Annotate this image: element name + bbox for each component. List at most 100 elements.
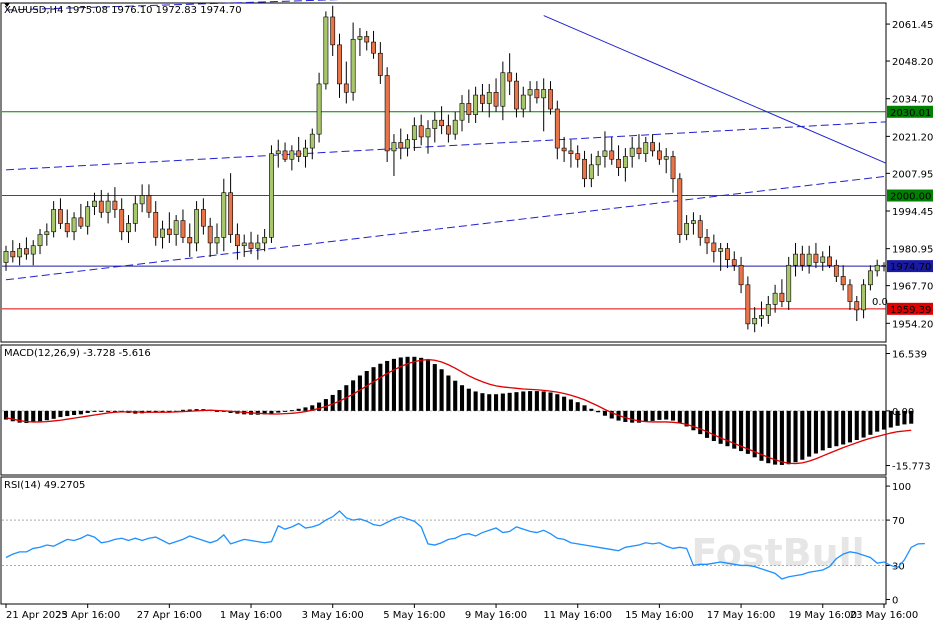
level-label-box — [887, 302, 933, 315]
macd-bar — [378, 363, 383, 411]
candle-bull — [684, 223, 690, 235]
macd-bar — [432, 364, 437, 411]
macd-bar — [106, 410, 111, 412]
macd-bar — [902, 410, 907, 425]
macd-bar — [793, 410, 798, 463]
candle-bear — [153, 211, 159, 238]
macd-bar — [541, 391, 546, 411]
candle-bull — [500, 72, 506, 107]
candle-bear — [799, 253, 805, 266]
candle-bull — [486, 91, 492, 104]
level-label-box — [887, 105, 933, 118]
macd-bar — [779, 410, 784, 465]
macd-bar — [521, 391, 526, 411]
candle-bear — [207, 225, 213, 244]
macd-bar — [630, 410, 635, 423]
candle-bear — [112, 200, 118, 210]
macd-bar — [78, 410, 83, 415]
candle-bull — [432, 119, 438, 129]
candle-bull — [289, 150, 295, 160]
macd-bar — [500, 393, 505, 411]
candle-bear — [711, 242, 717, 252]
candle-bear — [697, 220, 703, 238]
macd-bar — [548, 392, 553, 411]
macd-bar — [419, 357, 424, 411]
macd-panel-title: MACD(12,26,9) -3.728 -5.616 — [4, 348, 151, 359]
macd-bar — [582, 405, 587, 411]
macd-bar — [868, 410, 873, 435]
candle-bear — [445, 125, 451, 135]
candle-bear — [398, 142, 404, 149]
macd-bar — [398, 357, 403, 411]
level-label-1959.39: 1959.39 — [890, 305, 931, 316]
macd-bar — [310, 405, 315, 411]
macd-bar — [10, 410, 15, 422]
macd-bar — [187, 409, 192, 411]
candle-bull — [262, 237, 268, 244]
rsi-panel-title: RSI(14) 49.2705 — [4, 480, 85, 491]
candle-bull — [303, 147, 308, 157]
price-y-tick-label: 1967.70 — [892, 282, 933, 293]
macd-bar — [99, 410, 104, 412]
rsi-line — [5, 510, 925, 580]
macd-bar — [820, 410, 825, 451]
macd-y-tick-label: 16.539 — [892, 350, 927, 361]
macd-bar — [439, 369, 444, 411]
macd-bar — [405, 356, 410, 411]
macd-bar — [480, 393, 485, 411]
macd-bar — [732, 410, 737, 449]
candle-bear — [656, 150, 662, 160]
candle-bull — [37, 234, 43, 247]
macd-bar — [650, 410, 655, 421]
macd-bar — [800, 410, 805, 460]
candle-bear — [64, 223, 70, 233]
macd-bar — [568, 399, 573, 411]
candle-bear — [282, 150, 288, 160]
macd-bar — [167, 410, 172, 412]
trendline-2 — [5, 175, 887, 281]
candle-bear — [235, 234, 240, 247]
rsi-panel-frame — [0, 476, 887, 605]
candle-bull — [3, 251, 9, 263]
candle-bull — [269, 153, 274, 238]
macd-bar — [412, 356, 417, 411]
macd-bar — [330, 394, 335, 411]
macd-bar — [766, 410, 771, 464]
candle-bull — [405, 139, 410, 149]
candle-bull — [588, 164, 594, 180]
candle-bear — [548, 89, 553, 110]
trendline-1 — [5, 121, 887, 171]
candle-bull — [643, 142, 649, 154]
candle-bear — [10, 251, 16, 258]
macd-bar — [684, 410, 689, 427]
candle-bull — [30, 245, 36, 255]
price-y-tick-label: 2048.20 — [892, 57, 933, 68]
macd-bar — [17, 410, 22, 423]
candle-bear — [881, 264, 887, 267]
candle-bear — [78, 217, 84, 227]
candle-bull — [425, 128, 431, 138]
rsi-y-tick-label: 0 — [892, 595, 898, 606]
macd-bar — [31, 410, 36, 422]
macd-bar — [670, 410, 676, 421]
macd-bar — [813, 410, 818, 454]
candle-bull — [663, 156, 669, 160]
candle-bull — [459, 103, 465, 121]
macd-bar — [92, 410, 97, 412]
candle-bull — [759, 315, 764, 319]
candle-bull — [595, 156, 601, 166]
macd-bar — [555, 394, 560, 411]
x-tick-label: 23 May 16:00 — [850, 610, 919, 621]
macd-bar — [296, 408, 301, 411]
macd-bar — [691, 410, 696, 431]
candle-bull — [350, 38, 356, 93]
x-tick-label: 3 May 16:00 — [302, 610, 364, 621]
candle-bull — [214, 237, 220, 244]
candle-bear — [677, 178, 683, 235]
macd-bar — [528, 391, 533, 411]
candle-bear — [650, 142, 655, 152]
macd-bar — [58, 410, 63, 418]
candle-bull — [520, 94, 526, 110]
macd-bar — [773, 410, 778, 465]
candle-bear — [507, 72, 513, 82]
